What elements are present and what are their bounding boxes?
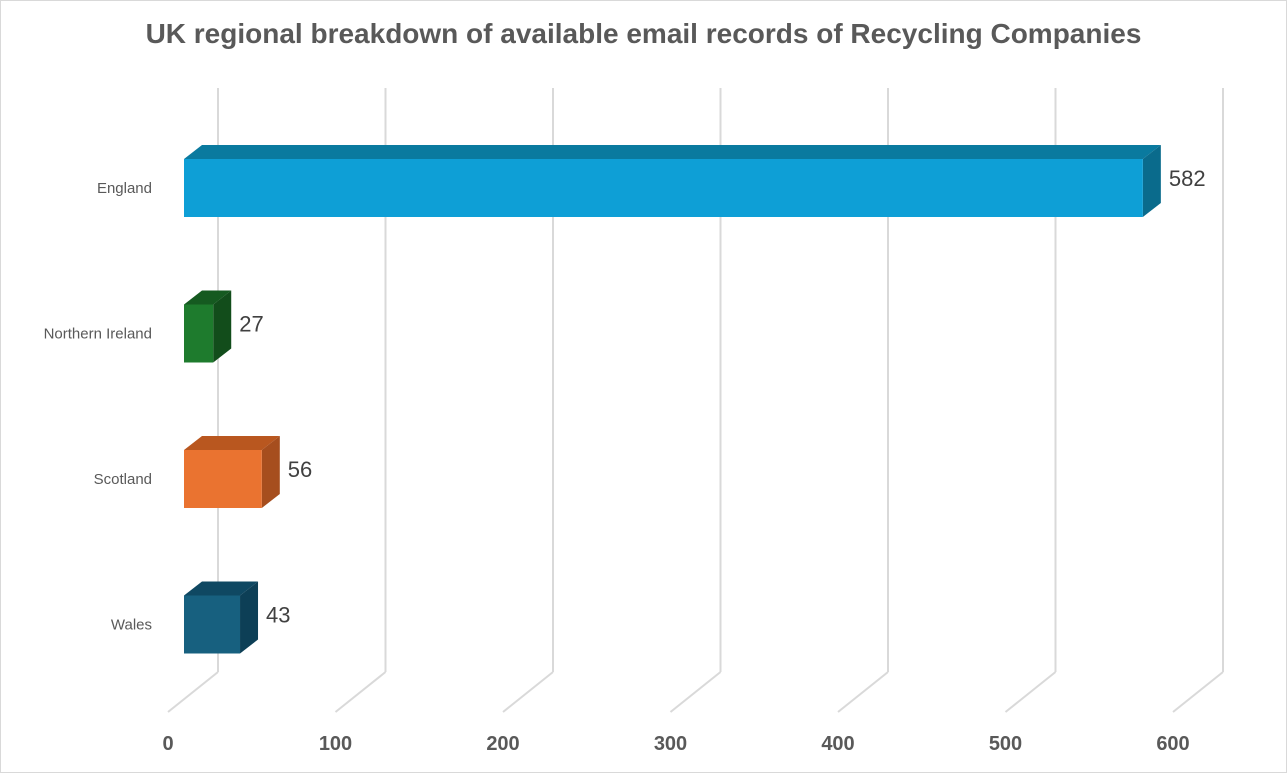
bar-front-face bbox=[184, 159, 1143, 217]
bar-front-face bbox=[184, 304, 214, 363]
category-label: Wales bbox=[111, 617, 152, 634]
bar-top-face bbox=[184, 290, 232, 305]
data-label: 43 bbox=[266, 603, 290, 628]
bar-wales bbox=[184, 581, 259, 654]
bar-side-face bbox=[1142, 145, 1161, 217]
bar-front-face bbox=[184, 595, 241, 654]
tick-label: 300 bbox=[654, 733, 687, 755]
bar-side-face bbox=[240, 581, 259, 654]
bar-top-face bbox=[184, 145, 1161, 159]
gridline-floor bbox=[334, 671, 387, 713]
bar-side-face bbox=[261, 436, 280, 508]
bar-front-face bbox=[184, 450, 262, 508]
gridline-floor bbox=[502, 671, 554, 713]
data-label: 56 bbox=[288, 457, 312, 482]
bar-side-face bbox=[213, 290, 232, 363]
category-label: England bbox=[97, 180, 152, 197]
data-labels: 582 27 56 43 bbox=[239, 166, 1205, 628]
category-label: Scotland bbox=[94, 471, 152, 488]
tick-label: 0 bbox=[162, 733, 173, 755]
category-label: Northern Ireland bbox=[44, 326, 152, 343]
bars bbox=[184, 145, 1161, 654]
tick-label: 600 bbox=[1156, 733, 1189, 755]
gridline-floor bbox=[167, 671, 219, 713]
gridline-floor bbox=[669, 671, 722, 713]
tick-labels: 0 100 200 300 400 500 600 bbox=[162, 733, 1189, 755]
data-label: 27 bbox=[239, 312, 263, 337]
chart-title: UK regional breakdown of available email… bbox=[145, 18, 1142, 49]
bar-england bbox=[184, 145, 1161, 217]
tick-label: 400 bbox=[821, 733, 854, 755]
data-label: 582 bbox=[1169, 166, 1206, 191]
category-labels: England Northern Ireland Scotland Wales bbox=[44, 180, 152, 634]
tick-label: 100 bbox=[319, 733, 352, 755]
bar-scotland bbox=[184, 436, 280, 508]
bar-top-face bbox=[184, 581, 259, 596]
bar-top-face bbox=[184, 436, 280, 450]
tick-label: 500 bbox=[989, 733, 1022, 755]
gridline-floor bbox=[1172, 671, 1224, 713]
tick-label: 200 bbox=[486, 733, 519, 755]
gridline-floor bbox=[837, 671, 889, 713]
bar-northern-ireland bbox=[184, 290, 232, 363]
gridline-floor bbox=[1004, 671, 1057, 713]
